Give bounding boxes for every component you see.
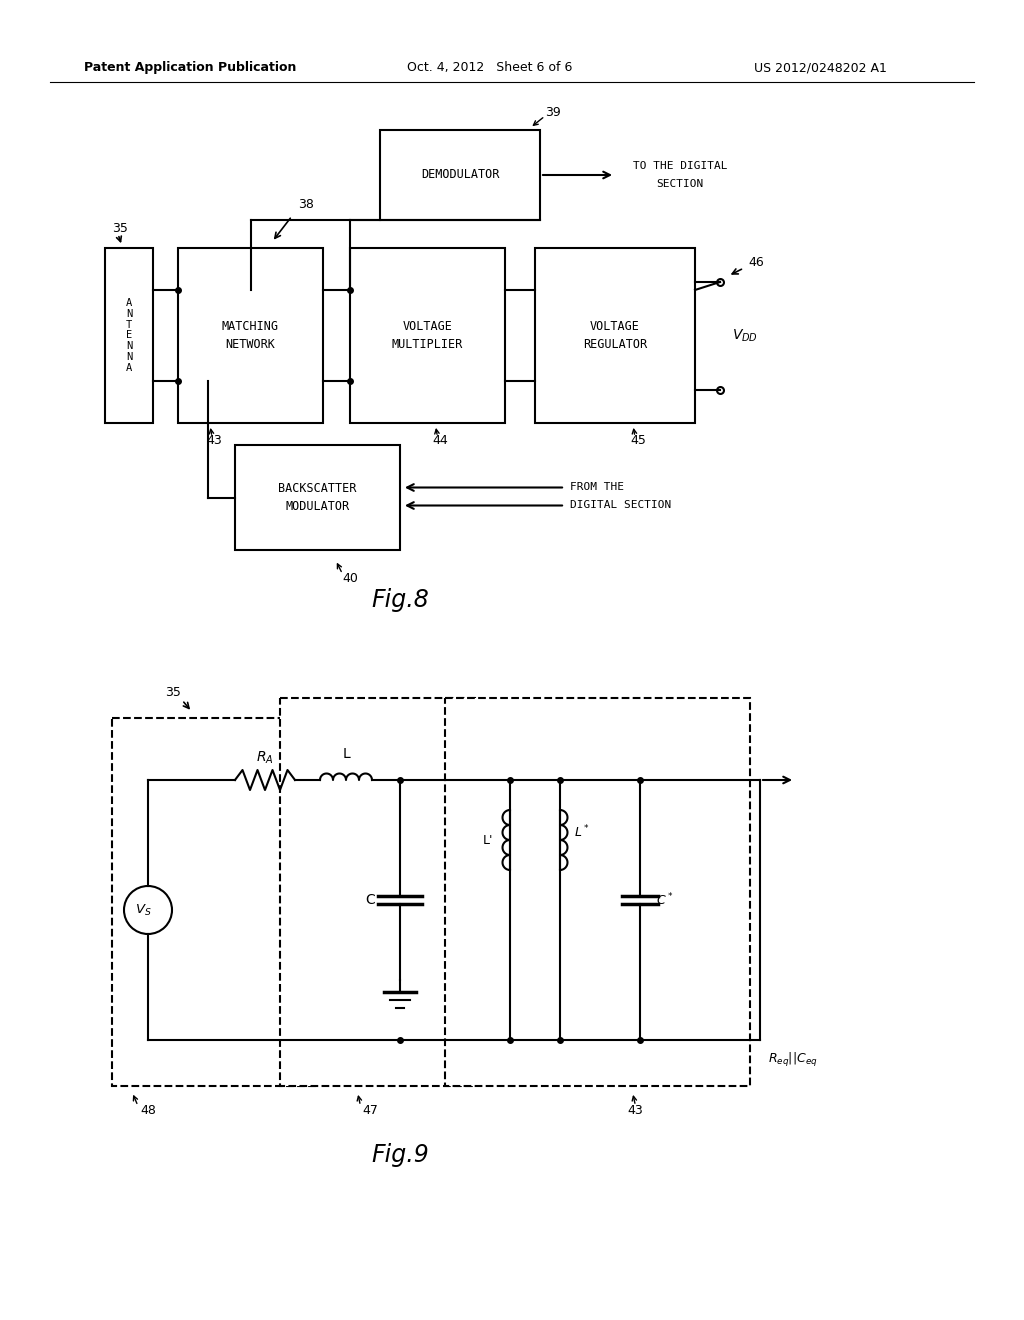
FancyBboxPatch shape <box>350 248 505 422</box>
Text: Fig.8: Fig.8 <box>371 587 429 612</box>
FancyBboxPatch shape <box>445 698 750 1086</box>
FancyBboxPatch shape <box>380 129 540 220</box>
FancyBboxPatch shape <box>178 248 323 422</box>
Text: REGULATOR: REGULATOR <box>583 338 647 351</box>
Text: MATCHING: MATCHING <box>222 319 279 333</box>
Text: 35: 35 <box>165 685 181 698</box>
Text: 38: 38 <box>298 198 314 211</box>
Text: $R_{eq}||C_{eq}$: $R_{eq}||C_{eq}$ <box>768 1051 818 1069</box>
Text: SECTION: SECTION <box>656 180 703 189</box>
Text: MULTIPLIER: MULTIPLIER <box>392 338 463 351</box>
Text: DIGITAL SECTION: DIGITAL SECTION <box>570 500 672 511</box>
Text: 39: 39 <box>545 106 561 119</box>
Text: 47: 47 <box>362 1104 379 1117</box>
Text: VOLTAGE: VOLTAGE <box>590 319 640 333</box>
Text: $V_S$: $V_S$ <box>135 903 152 917</box>
Text: 45: 45 <box>630 434 646 447</box>
Text: A
N
T
E
N
N
A: A N T E N N A <box>126 298 132 372</box>
Text: C: C <box>366 894 375 907</box>
Text: 40: 40 <box>342 572 358 585</box>
FancyBboxPatch shape <box>112 718 317 1086</box>
Text: L': L' <box>482 833 494 846</box>
Text: VOLTAGE: VOLTAGE <box>402 319 453 333</box>
FancyBboxPatch shape <box>280 698 475 1086</box>
Text: NETWORK: NETWORK <box>225 338 275 351</box>
Text: $R_A$: $R_A$ <box>256 750 273 766</box>
Text: DEMODULATOR: DEMODULATOR <box>421 169 499 181</box>
Text: 35: 35 <box>112 222 128 235</box>
FancyBboxPatch shape <box>105 248 153 422</box>
Text: 43: 43 <box>628 1104 643 1117</box>
FancyBboxPatch shape <box>535 248 695 422</box>
Text: L: L <box>342 747 350 762</box>
Text: 46: 46 <box>748 256 764 268</box>
Text: $C^*$: $C^*$ <box>656 892 674 908</box>
Text: Patent Application Publication: Patent Application Publication <box>84 62 296 74</box>
Text: $L^*$: $L^*$ <box>574 824 590 841</box>
Text: 44: 44 <box>432 434 449 447</box>
Text: 48: 48 <box>140 1104 156 1117</box>
Text: MODULATOR: MODULATOR <box>286 500 349 513</box>
Text: FROM THE: FROM THE <box>570 483 624 492</box>
Text: BACKSCATTER: BACKSCATTER <box>279 482 356 495</box>
Text: Oct. 4, 2012   Sheet 6 of 6: Oct. 4, 2012 Sheet 6 of 6 <box>408 62 572 74</box>
Text: 43: 43 <box>206 434 222 447</box>
FancyBboxPatch shape <box>234 445 400 550</box>
Text: Fig.9: Fig.9 <box>371 1143 429 1167</box>
Text: TO THE DIGITAL: TO THE DIGITAL <box>633 161 727 172</box>
Text: $V_{DD}$: $V_{DD}$ <box>732 327 758 345</box>
Text: US 2012/0248202 A1: US 2012/0248202 A1 <box>754 62 887 74</box>
